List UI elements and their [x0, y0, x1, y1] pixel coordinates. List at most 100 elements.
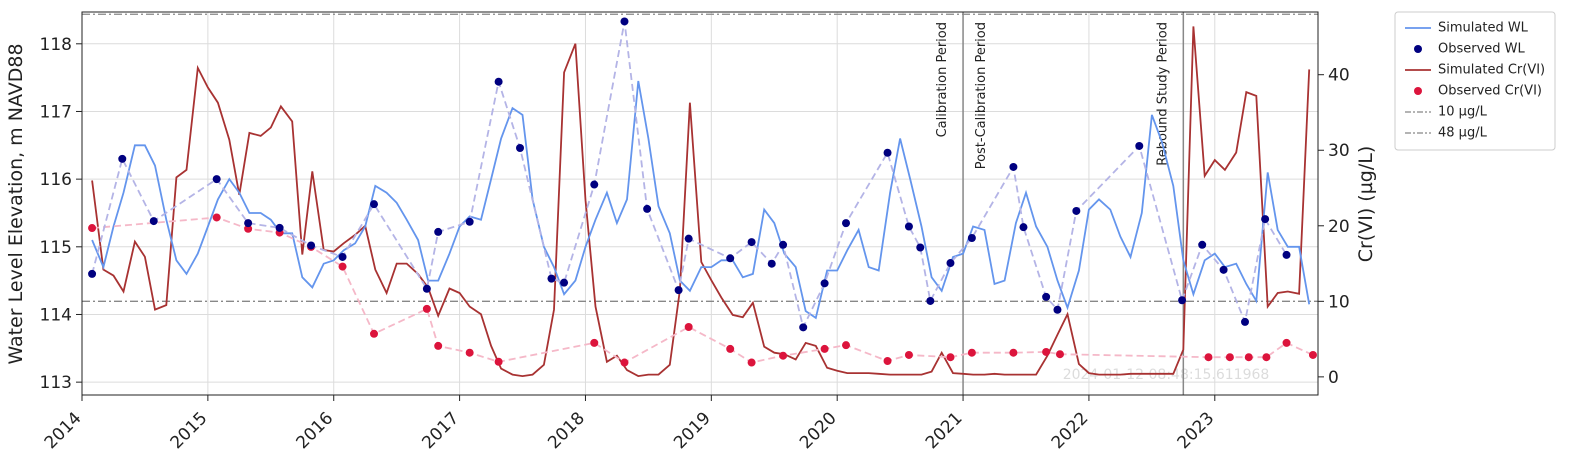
observed-point [967, 348, 976, 357]
legend-label: 10 µg/L [1438, 105, 1488, 120]
legend-box [1394, 11, 1556, 151]
observed-point [904, 222, 913, 231]
y-tick-label: 116 [40, 170, 72, 190]
observed-point [1178, 296, 1187, 305]
observed-point [1053, 305, 1062, 314]
y2-tick-label: 30 [1328, 141, 1350, 161]
observed-point [88, 269, 97, 278]
observed-point [767, 259, 776, 268]
observed-point [926, 296, 935, 305]
observed-point [1219, 265, 1228, 274]
observed-point [620, 17, 629, 26]
observed-point [118, 154, 127, 163]
observed-point [1009, 348, 1018, 357]
observed-point [1282, 338, 1291, 347]
observed-point [684, 323, 693, 332]
x-tick-label: 2014 [41, 408, 86, 453]
observed-point [1204, 353, 1213, 362]
x-tick-label: 2016 [293, 408, 338, 453]
observed-point [1042, 347, 1051, 356]
period-label: Post-Calibration Period [974, 22, 989, 169]
observed-point [149, 217, 158, 226]
observed-point [883, 148, 892, 157]
y2-axis-label: Cr(VI) (µg/L) [1355, 146, 1377, 263]
observed-point [434, 341, 443, 350]
y-tick-label: 117 [40, 102, 72, 122]
observed-point [422, 304, 431, 313]
observed-point [590, 180, 599, 189]
y-tick-label: 115 [40, 238, 72, 258]
observed-point [1135, 141, 1144, 150]
observed-point [494, 357, 503, 366]
observed-point [747, 358, 756, 367]
observed-point [465, 217, 474, 226]
x-tick-label: 2017 [418, 408, 463, 453]
observed-point [434, 227, 443, 236]
legend-swatch [1414, 87, 1422, 95]
x-tick-label: 2020 [796, 408, 841, 453]
y2-tick-label: 0 [1328, 368, 1339, 388]
observed-point [842, 219, 851, 228]
observed-point [370, 200, 379, 209]
legend-label: Simulated WL [1438, 21, 1529, 36]
observed-point [516, 144, 525, 153]
observed-point [1308, 350, 1317, 359]
x-tick-label: 2018 [544, 408, 589, 453]
simulated-line [91, 80, 1311, 320]
observed-point [779, 351, 788, 360]
observed-point [726, 344, 735, 353]
observed-point [1042, 292, 1051, 301]
observed-point [1072, 206, 1081, 215]
observed-point [946, 353, 955, 362]
y2-tick-label: 10 [1328, 292, 1350, 312]
observed-point [212, 175, 221, 184]
observed-connector [91, 21, 1288, 330]
observed-point [946, 259, 955, 268]
watermark: 2024-01-12 08:48:15.611968 [1063, 367, 1270, 383]
x-tick-label: 2023 [1174, 408, 1219, 453]
plot-frame [81, 11, 1319, 396]
observed-point [1240, 317, 1249, 326]
y-axis-label: Water Level Elevation, m NAVD88 [5, 43, 27, 364]
observed-point [779, 240, 788, 249]
x-tick-label: 2021 [922, 408, 967, 453]
observed-point [1055, 350, 1064, 359]
observed-point [1198, 240, 1207, 249]
observed-point [465, 348, 474, 357]
legend-label: Simulated Cr(VI) [1438, 63, 1545, 78]
y-tick-label: 113 [40, 373, 72, 393]
observed-point [684, 234, 693, 243]
observed-point [244, 224, 253, 233]
period-label: Calibration Period [935, 22, 950, 137]
observed-point [726, 254, 735, 263]
observed-point [88, 224, 97, 233]
x-tick-label: 2022 [1048, 408, 1093, 453]
observed-point [307, 241, 316, 250]
observed-point [820, 279, 829, 288]
observed-point [820, 344, 829, 353]
observed-point [422, 284, 431, 293]
observed-connector [92, 216, 1314, 364]
observed-point [494, 77, 503, 86]
observed-point [338, 252, 347, 261]
x-tick-label: 2019 [670, 408, 715, 453]
observed-point [275, 223, 284, 232]
observed-point [620, 358, 629, 367]
observed-point [842, 341, 851, 350]
y-tick-label: 114 [40, 305, 72, 325]
observed-point [590, 338, 599, 347]
observed-point [1282, 250, 1291, 259]
observed-point [674, 286, 683, 295]
observed-point [212, 213, 221, 222]
legend-label: 48 µg/L [1438, 126, 1488, 141]
observed-point [1244, 353, 1253, 362]
x-tick-label: 2015 [167, 408, 212, 453]
legend-label: Observed WL [1438, 42, 1526, 57]
simulated-line [91, 26, 1311, 378]
period-label: Rebound Study Period [1155, 22, 1170, 166]
observed-point [370, 329, 379, 338]
observed-point [547, 274, 556, 283]
legend-swatch [1414, 45, 1422, 53]
observed-point [244, 219, 253, 228]
